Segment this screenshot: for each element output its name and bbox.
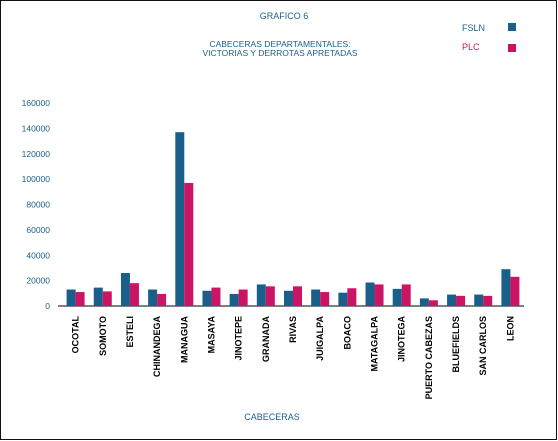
bar-plc	[456, 295, 466, 306]
bar-fsln	[284, 290, 293, 306]
bar-plc	[428, 300, 438, 306]
y-tick-label: 0	[45, 301, 50, 311]
x-tick-label: BLUEFIELDS	[451, 316, 461, 373]
legend-label-fsln: FSLN	[462, 23, 485, 33]
y-tick-label: 160000	[22, 98, 51, 108]
x-tick-label: MANAGUA	[179, 316, 189, 363]
bar-plc	[347, 288, 357, 306]
x-tick-label: GRANADA	[261, 316, 271, 362]
x-tick-label: JINOTEPE	[234, 316, 244, 361]
bar-plc	[265, 286, 275, 306]
y-axis-tick-labels: 0 20000 40000 60000 80000 100000 120000 140000 1…	[22, 98, 51, 311]
bar-plc	[129, 283, 139, 306]
y-tick-label: 60000	[26, 225, 50, 235]
x-tick-label: MATAGALPA	[370, 316, 380, 372]
x-tick-label: LEON	[505, 316, 515, 341]
x-tick-label: BOACO	[342, 316, 352, 350]
x-tick-label: JUIGALPA	[315, 316, 325, 361]
x-tick-label: SAN CARLOS	[478, 316, 488, 376]
y-tick-label: 140000	[22, 123, 51, 133]
x-tick-label: CHINANDEGA	[152, 316, 162, 378]
chart-subtitle-line-1: CABECERAS DEPARTAMENTALES:	[209, 39, 350, 49]
y-tick-label: 40000	[26, 250, 50, 260]
bar-fsln	[338, 292, 348, 306]
legend-swatch-plc	[508, 44, 516, 52]
x-axis-label: CABECERAS	[244, 412, 300, 422]
x-tick-label: SOMOTO	[98, 316, 108, 356]
chart-subtitle-line-2: VICTORIAS Y DERROTAS APRETADAS	[202, 48, 357, 58]
bar-fsln	[120, 273, 130, 306]
bar-plc	[401, 284, 411, 306]
bar-fsln	[474, 294, 484, 306]
bar-plc	[75, 292, 85, 306]
bar-fsln	[175, 132, 185, 306]
x-tick-label: OCOTAL	[71, 315, 81, 353]
bar-fsln	[365, 282, 375, 306]
bar-fsln	[148, 289, 158, 306]
x-tick-label: RIVAS	[288, 316, 298, 343]
bar-fsln	[202, 290, 212, 306]
bar-plc	[211, 287, 221, 306]
bar-fsln	[93, 287, 103, 306]
bar-plc	[184, 182, 194, 306]
x-tick-label: MASAYA	[206, 316, 216, 354]
bar-fsln	[66, 289, 76, 306]
bar-plc	[293, 286, 302, 306]
bars-group	[66, 132, 520, 306]
bar-plc	[374, 284, 384, 306]
x-tick-label: ESTELI	[125, 316, 135, 348]
bar-fsln	[501, 269, 511, 306]
y-tick-label: 20000	[26, 276, 50, 286]
bar-plc	[238, 289, 248, 306]
legend-label-plc: PLC	[462, 42, 480, 52]
bar-plc	[320, 292, 330, 306]
bar-fsln	[256, 284, 266, 306]
x-axis-tick-labels: OCOTAL SOMOTO ESTELI CHINANDEGA MANAGUA MASAY…	[71, 315, 516, 399]
bar-fsln	[311, 289, 321, 306]
legend-swatch-fsln	[508, 23, 516, 31]
bar-plc	[483, 295, 493, 306]
bar-fsln	[419, 298, 429, 306]
bar-fsln	[392, 288, 402, 306]
x-tick-label: PUERTO CABEZAS	[424, 316, 434, 399]
bar-plc	[102, 291, 112, 306]
y-tick-label: 120000	[22, 149, 51, 159]
y-tick-label: 100000	[22, 174, 51, 184]
bar-fsln	[447, 294, 457, 306]
bar-plc	[510, 276, 520, 306]
bar-plc	[157, 293, 167, 306]
x-tick-label: JINOTEGA	[397, 316, 407, 363]
bar-fsln	[229, 293, 239, 306]
chart-title: GRAFICO 6	[260, 11, 309, 21]
y-tick-label: 80000	[26, 200, 50, 210]
